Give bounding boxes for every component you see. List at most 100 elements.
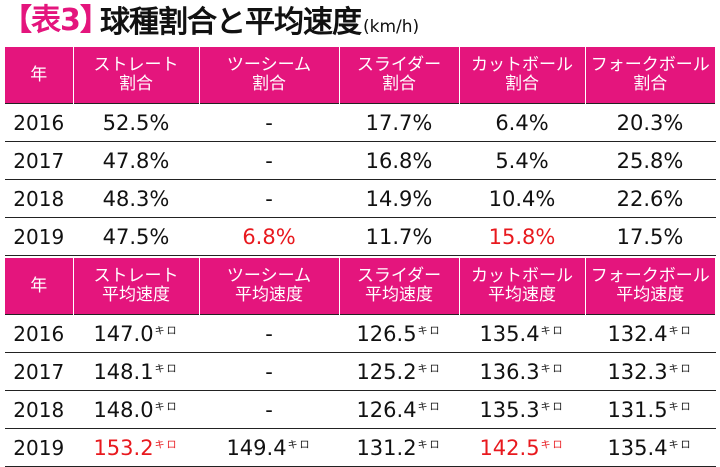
kilo-unit-mark: キロ: [668, 439, 693, 451]
cell-value: 15.8%: [488, 224, 556, 249]
tag-close-bracket: 】: [79, 3, 110, 38]
value-cell-fork: 22.6%: [585, 179, 716, 218]
column-header: ストレート 割合: [73, 47, 200, 104]
year-cell: 2016: [5, 314, 74, 353]
cell-value: -: [265, 321, 273, 346]
value-cell-fork: 20.3%: [585, 103, 716, 142]
cell-value: 131.5: [607, 397, 668, 422]
year-cell: 2017: [5, 141, 74, 180]
cell-value: 135.4: [479, 321, 540, 346]
kilo-unit-mark: キロ: [154, 325, 179, 337]
column-header-line2: 平均速度: [235, 285, 303, 305]
cell-value: 126.4: [356, 397, 417, 422]
cell-value: 20.3%: [616, 110, 684, 135]
column-header: 年: [5, 258, 74, 315]
value-cell-fork: 131.5キロ: [585, 390, 716, 429]
column-header-line2: 割合: [505, 74, 539, 94]
value-cell-fork: 17.5%: [585, 217, 716, 256]
kilo-unit-mark: キロ: [540, 363, 565, 375]
column-header-line1: ストレート: [93, 266, 179, 286]
column-header-line1: フォークボール: [590, 55, 710, 75]
avg-speed-table-body: 2016 147.0キロ -126.5キロ 135.4キロ 132.4キロ 2017 148…: [5, 314, 716, 467]
table-row: 2017 148.1キロ -125.2キロ 136.3キロ 132.3キロ: [5, 352, 716, 391]
kilo-unit-mark: キロ: [287, 439, 312, 451]
value-cell-cutter: 135.4キロ: [459, 314, 586, 353]
cell-value: 6.8%: [242, 224, 296, 249]
value-cell-cutter: 136.3キロ: [459, 352, 586, 391]
year-cell: 2016: [5, 103, 74, 142]
cell-value: 136.3: [479, 359, 540, 384]
cell-value: 5.4%: [495, 148, 549, 173]
avg-speed-table: 年ストレート 平均速度 ツーシーム 平均速度 スライダー 平均速度 カットボール 平均速度 フォ…: [5, 258, 716, 467]
table-row: 2019 153.2キロ 149.4キロ 131.2キロ 142.5キロ 135.4キロ: [5, 428, 716, 467]
value-cell-fork: 132.3キロ: [585, 352, 716, 391]
cell-value: -: [265, 186, 273, 211]
table-row: 2016 147.0キロ -126.5キロ 135.4キロ 132.4キロ: [5, 314, 716, 353]
cell-value: -: [265, 148, 273, 173]
column-header-line2: 平均速度: [488, 285, 556, 305]
cell-value: 16.8%: [365, 148, 433, 173]
column-header-line1: カットボール: [471, 55, 573, 75]
column-header: ストレート 平均速度: [73, 258, 200, 315]
column-header-line2: 割合: [633, 74, 668, 94]
value-cell-slider: 11.7%: [339, 217, 460, 256]
table-row: 2019 47.5% 6.8% 11.7% 15.8% 17.5%: [5, 217, 716, 256]
value-cell-straight: 47.8%: [73, 141, 200, 180]
cell-value: 153.2: [93, 435, 154, 460]
table-row: 2018 148.0キロ -126.4キロ 135.3キロ 131.5キロ: [5, 390, 716, 429]
kilo-unit-mark: キロ: [540, 325, 565, 337]
column-header-line2: 平均速度: [365, 285, 433, 305]
kilo-unit-mark: キロ: [154, 363, 179, 375]
cell-value: 14.9%: [365, 186, 433, 211]
cell-value: 22.6%: [616, 186, 684, 211]
tag-open-bracket: 【: [2, 3, 32, 38]
value-cell-twoseam: -: [199, 390, 340, 429]
page-title: 球種割合と平均速度 (km/h): [100, 4, 419, 46]
cell-value: 48.3%: [102, 186, 170, 211]
value-cell-slider: 125.2キロ: [339, 352, 460, 391]
cell-value: 126.5: [356, 321, 417, 346]
cell-value: -: [265, 359, 273, 384]
tag-text: 表3: [31, 3, 81, 38]
value-cell-twoseam: -: [199, 314, 340, 353]
column-header: 年: [5, 47, 74, 104]
kilo-unit-mark: キロ: [154, 439, 179, 451]
page-title-text: 球種割合と平均速度: [100, 5, 362, 40]
year-cell: 2019: [5, 217, 74, 256]
table-row: 2017 47.8% - 16.8% 5.4% 25.8%: [5, 141, 716, 180]
cell-value: 25.8%: [616, 148, 684, 173]
column-header: カットボール 平均速度: [459, 258, 586, 315]
value-cell-cutter: 6.4%: [459, 103, 586, 142]
value-cell-twoseam: -: [199, 352, 340, 391]
value-cell-slider: 126.5キロ: [339, 314, 460, 353]
column-header-line1: ツーシーム: [226, 266, 312, 286]
title-row: 【表3】 球種割合と平均速度 (km/h): [0, 0, 720, 50]
kilo-unit-mark: キロ: [540, 439, 565, 451]
value-cell-straight: 48.3%: [73, 179, 200, 218]
kilo-unit-mark: キロ: [668, 401, 693, 413]
value-cell-twoseam: -: [199, 103, 340, 142]
cell-value: 147.0: [93, 321, 154, 346]
avg-speed-table-header: 年ストレート 平均速度 ツーシーム 平均速度 スライダー 平均速度 カットボール 平均速度 フォ…: [5, 258, 715, 315]
value-cell-straight: 47.5%: [73, 217, 200, 256]
cell-value: 148.1: [93, 359, 154, 384]
cell-value: 52.5%: [102, 110, 170, 135]
table-row: 2018 48.3% - 14.9% 10.4% 22.6%: [5, 179, 716, 218]
column-header: ツーシーム 割合: [199, 47, 340, 104]
value-cell-cutter: 10.4%: [459, 179, 586, 218]
column-header-line1: スライダー: [356, 266, 442, 286]
column-header-line1: スライダー: [356, 55, 442, 75]
value-cell-twoseam: 149.4キロ: [199, 428, 340, 467]
year-cell: 2017: [5, 352, 74, 391]
cell-value: 148.0: [93, 397, 154, 422]
value-cell-slider: 14.9%: [339, 179, 460, 218]
value-cell-twoseam: -: [199, 141, 340, 180]
column-header-line1: 年: [30, 275, 48, 296]
cell-value: 17.7%: [365, 110, 433, 135]
cell-value: 142.5: [479, 435, 540, 460]
cell-value: 6.4%: [495, 110, 549, 135]
column-header-line1: ツーシーム: [226, 55, 312, 75]
kilo-unit-mark: キロ: [668, 325, 693, 337]
cell-value: 10.4%: [488, 186, 556, 211]
value-cell-fork: 25.8%: [585, 141, 716, 180]
